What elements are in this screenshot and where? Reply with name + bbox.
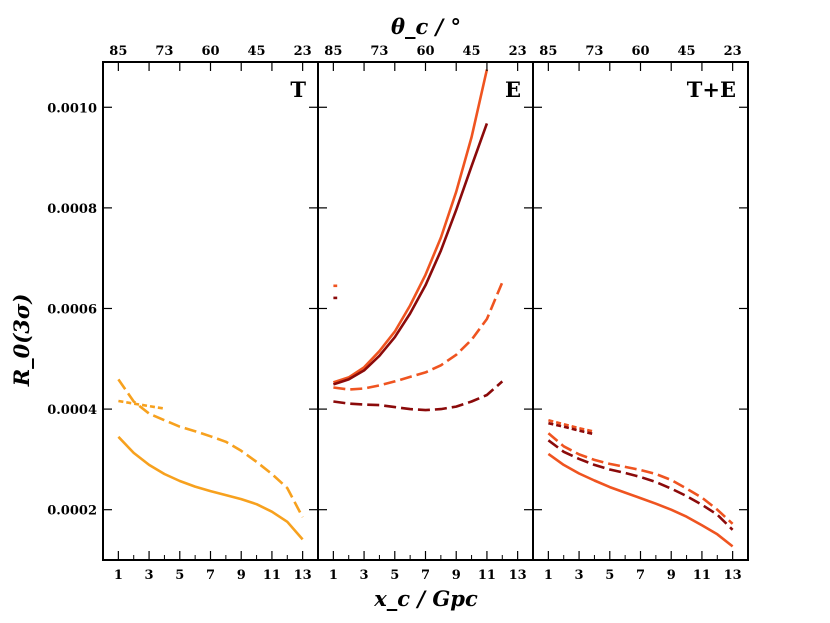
top-tick-label: 85 bbox=[109, 44, 127, 59]
x-tick-label: 9 bbox=[237, 568, 246, 583]
x-axis-title: x_c / Gpc bbox=[373, 586, 478, 611]
series-line-0-1 bbox=[117, 378, 304, 518]
series-line-1-0 bbox=[332, 69, 489, 384]
x-tick-label: 1 bbox=[114, 568, 123, 583]
top-axis-title: θ_c / ° bbox=[391, 14, 461, 39]
y-tick-label: 0.0006 bbox=[47, 302, 97, 317]
y-tick-label: 0.0002 bbox=[47, 504, 97, 519]
top-tick-label: 45 bbox=[463, 44, 481, 59]
series-line-1-2 bbox=[333, 281, 504, 391]
top-tick-label: 73 bbox=[370, 44, 388, 59]
top-tick-label: 85 bbox=[324, 44, 342, 59]
top-tick-label: 85 bbox=[539, 44, 557, 59]
x-tick-label: 13 bbox=[509, 568, 527, 583]
series-line-2-2 bbox=[547, 439, 734, 531]
series-line-1-3 bbox=[333, 380, 504, 412]
panel-frame bbox=[532, 61, 749, 561]
top-tick-label: 60 bbox=[201, 44, 219, 59]
series-line-2-1 bbox=[547, 432, 734, 525]
series-line-0-0 bbox=[117, 435, 304, 541]
x-tick-label: 13 bbox=[294, 568, 312, 583]
top-tick-label: 23 bbox=[724, 44, 742, 59]
y-tick-label: 0.0008 bbox=[47, 202, 97, 217]
x-tick-label: 3 bbox=[575, 568, 584, 583]
x-tick-label: 9 bbox=[667, 568, 676, 583]
x-tick-label: 1 bbox=[544, 568, 553, 583]
x-tick-label: 11 bbox=[693, 568, 711, 583]
x-tick-label: 13 bbox=[724, 568, 742, 583]
top-tick-label: 60 bbox=[631, 44, 649, 59]
panel-frame bbox=[102, 61, 319, 561]
y-tick-label: 0.0010 bbox=[47, 101, 97, 116]
x-tick-label: 7 bbox=[636, 568, 645, 583]
top-tick-label: 73 bbox=[155, 44, 173, 59]
x-tick-label: 9 bbox=[452, 568, 461, 583]
series-line-2-0 bbox=[547, 452, 734, 548]
x-tick-label: 11 bbox=[478, 568, 496, 583]
x-tick-label: 5 bbox=[605, 568, 614, 583]
y-tick-label: 0.0004 bbox=[47, 403, 97, 418]
x-tick-label: 11 bbox=[263, 568, 281, 583]
x-tick-label: 7 bbox=[421, 568, 430, 583]
top-tick-label: 60 bbox=[416, 44, 434, 59]
top-tick-label: 45 bbox=[248, 44, 266, 59]
panel-label: E bbox=[505, 77, 521, 102]
series-line-2-3 bbox=[548, 418, 595, 433]
x-tick-label: 1 bbox=[329, 568, 338, 583]
top-tick-label: 73 bbox=[585, 44, 603, 59]
x-tick-label: 7 bbox=[206, 568, 215, 583]
top-tick-label: 45 bbox=[678, 44, 696, 59]
y-axis-title: R_0(3σ) bbox=[9, 294, 34, 388]
x-tick-label: 5 bbox=[390, 568, 399, 583]
x-tick-label: 3 bbox=[145, 568, 154, 583]
series-line-2-4 bbox=[548, 421, 595, 436]
panel-label: T bbox=[290, 77, 306, 102]
x-tick-label: 3 bbox=[360, 568, 369, 583]
panel-label: T+E bbox=[687, 77, 736, 102]
panel-frame bbox=[317, 61, 534, 561]
top-tick-label: 23 bbox=[509, 44, 527, 59]
x-tick-label: 5 bbox=[175, 568, 184, 583]
top-tick-label: 23 bbox=[294, 44, 312, 59]
series-line-1-1 bbox=[332, 122, 489, 386]
